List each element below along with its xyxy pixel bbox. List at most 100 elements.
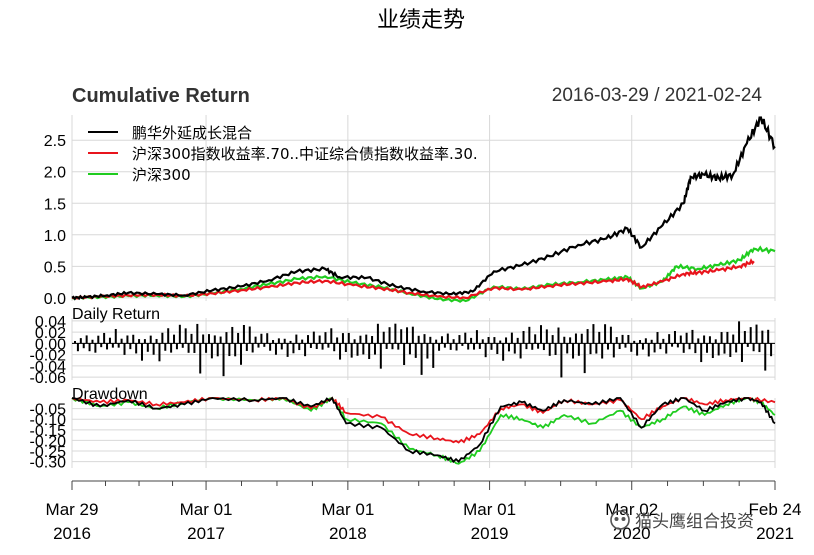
daily-bar-187 (618, 343, 621, 350)
daily-bar-31 (164, 343, 167, 351)
daily-bar-76 (295, 334, 298, 344)
cumulative-line-1 (71, 258, 755, 300)
watermark-text: 猫头鹰组合投资 (635, 512, 754, 532)
daily-bar-223 (723, 343, 726, 354)
daily-bar-34 (173, 334, 176, 344)
cumulative-ytick-0: 0.0 (44, 291, 66, 308)
daily-bar-129 (449, 343, 452, 350)
daily-bar-96 (353, 339, 356, 344)
daily-bar-196 (644, 338, 647, 344)
daily-bar-171 (572, 343, 575, 359)
daily-bar-214 (697, 338, 700, 344)
daily-bar-199 (653, 343, 656, 353)
daily-bar-3 (82, 343, 85, 349)
daily-bar-20 (132, 334, 135, 344)
daily-bar-99 (362, 343, 365, 355)
daily-bar-79 (304, 343, 307, 357)
daily-bar-93 (344, 343, 347, 353)
daily-bar-49 (216, 343, 219, 357)
daily-bar-179 (595, 343, 598, 354)
x-tick-label-bottom-1: 2017 (187, 524, 225, 543)
daily-bar-63 (257, 343, 260, 348)
daily-bar-230 (743, 331, 746, 344)
daily-return-panel: 0.040.020.00-0.02-0.04-0.06 Daily Return (30, 306, 776, 387)
daily-bar-188 (621, 334, 624, 344)
x-tick-label-top-3: Mar 01 (463, 500, 516, 519)
daily-bar-138 (475, 330, 478, 344)
daily-bar-228 (738, 321, 741, 344)
daily-ytick-1: 0.02 (35, 325, 66, 342)
daily-bar-200 (656, 332, 659, 344)
daily-bar-135 (467, 343, 470, 350)
daily-bar-44 (202, 334, 205, 344)
daily-bar-100 (365, 334, 368, 344)
daily-bar-208 (679, 335, 682, 344)
daily-bar-8 (97, 335, 100, 344)
daily-bar-70 (277, 338, 280, 344)
cumulative-ytick-3: 1.5 (44, 196, 66, 213)
daily-bar-7 (94, 343, 97, 353)
daily-bar-92 (341, 333, 344, 344)
daily-bar-238 (767, 329, 770, 344)
daily-bar-180 (598, 331, 601, 344)
drawdown-ytick-2: -0.15 (30, 423, 67, 440)
daily-bar-29 (158, 343, 161, 362)
daily-bar-48 (213, 335, 216, 344)
daily-bar-134 (464, 332, 467, 344)
daily-bar-157 (531, 343, 534, 350)
daily-bar-177 (589, 343, 592, 355)
daily-bar-17 (123, 343, 126, 355)
daily-bar-78 (301, 339, 304, 344)
daily-bar-5 (88, 343, 91, 352)
drawdown-line-0 (71, 396, 776, 464)
daily-bar-69 (274, 343, 277, 355)
drawdown-y-ticks: -0.05-0.10-0.15-0.20-0.25-0.30 (30, 402, 67, 472)
daily-bar-30 (161, 332, 164, 344)
daily-bar-176 (586, 329, 589, 344)
daily-bar-217 (706, 343, 709, 353)
daily-bar-38 (184, 328, 187, 344)
daily-bar-131 (455, 343, 458, 351)
daily-bar-165 (554, 343, 557, 355)
daily-bar-46 (207, 334, 210, 344)
daily-bar-190 (627, 334, 630, 344)
daily-bar-83 (315, 343, 318, 349)
drawdown-ytick-0: -0.05 (30, 402, 67, 419)
daily-bar-66 (266, 333, 269, 344)
daily-bar-126 (440, 336, 443, 344)
daily-bar-158 (534, 334, 537, 344)
daily-bar-35 (175, 343, 178, 350)
daily-bar-0 (74, 340, 76, 344)
daily-bar-32 (167, 328, 170, 344)
daily-bar-65 (263, 343, 266, 347)
daily-bar-58 (242, 324, 245, 344)
daily-bar-40 (190, 333, 193, 344)
daily-bar-107 (385, 343, 388, 349)
daily-bar-192 (633, 340, 636, 344)
daily-bar-75 (292, 343, 295, 354)
daily-bar-201 (659, 343, 662, 350)
daily-bar-128 (446, 333, 449, 344)
daily-bar-203 (665, 343, 668, 354)
daily-bar-162 (545, 329, 548, 344)
daily-bar-74 (289, 340, 292, 344)
daily-bar-36 (178, 324, 181, 344)
daily-bar-39 (187, 343, 190, 353)
daily-bar-124 (435, 339, 438, 344)
daily-bar-194 (639, 340, 642, 344)
daily-bar-86 (324, 332, 327, 344)
daily-bar-197 (647, 343, 650, 357)
daily-bar-101 (368, 343, 371, 360)
cumulative-ytick-5: 2.5 (44, 133, 66, 150)
drawdown-panel: -0.05-0.10-0.15-0.20-0.25-0.30 Drawdown (30, 386, 776, 472)
daily-bar-210 (685, 332, 688, 344)
daily-ytick-3: -0.02 (30, 348, 67, 365)
daily-bar-80 (307, 335, 309, 344)
drawdown-title: Drawdown (72, 386, 148, 403)
daily-bar-55 (234, 343, 237, 357)
daily-bar-95 (350, 343, 353, 358)
x-tick-label-top-1: Mar 01 (180, 500, 233, 519)
daily-bar-15 (117, 343, 120, 348)
daily-bar-232 (749, 327, 752, 344)
x-tick-label-bottom-3: 2019 (471, 524, 509, 543)
